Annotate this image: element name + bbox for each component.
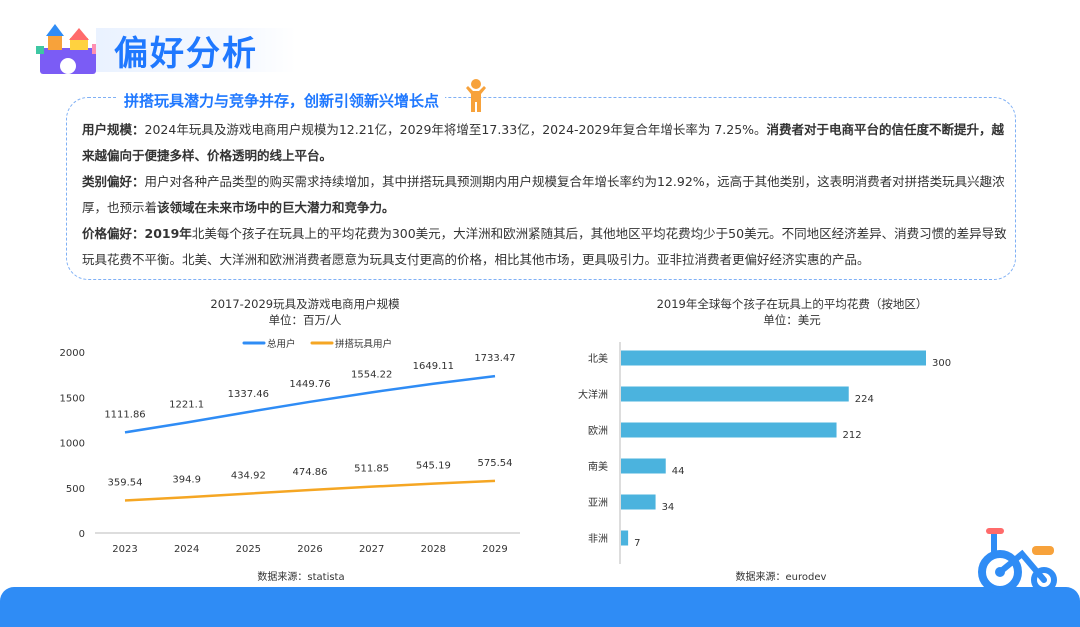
paragraph-label: 用户规模： xyxy=(82,122,145,137)
data-label: 1733.47 xyxy=(474,353,515,364)
tricycle-icon xyxy=(976,524,1060,596)
x-tick-label: 2027 xyxy=(359,544,384,555)
bottom-bar xyxy=(0,587,1080,627)
category-label: 非洲 xyxy=(588,533,608,545)
bar xyxy=(621,351,926,366)
bar-value-label: 34 xyxy=(662,502,675,513)
chart-subtitle: 单位：百万/人 xyxy=(269,313,342,327)
data-label: 1221.1 xyxy=(169,399,204,410)
x-tick-label: 2029 xyxy=(482,544,507,555)
chart-source: 数据来源：statista xyxy=(257,570,344,583)
x-tick-label: 2024 xyxy=(174,544,199,555)
data-label: 575.54 xyxy=(478,458,513,469)
x-tick-label: 2028 xyxy=(421,544,446,555)
category-label: 亚洲 xyxy=(588,497,608,509)
legend-label: 总用户 xyxy=(267,338,296,350)
bar xyxy=(621,387,849,402)
paragraph-user-scale: 用户规模：2024年玩具及游戏电商用户规模为12.21亿，2029年将增至17.… xyxy=(82,117,1008,169)
category-label: 大洋洲 xyxy=(578,388,608,401)
data-label: 434.92 xyxy=(231,471,266,482)
paragraph-label: 价格偏好： xyxy=(82,226,145,241)
paragraph-text: 2024年玩具及游戏电商用户规模为12.21亿，2029年将增至17.33亿，2… xyxy=(145,122,767,137)
y-tick-label: 500 xyxy=(66,484,85,495)
data-label: 474.86 xyxy=(293,467,328,478)
x-tick-label: 2023 xyxy=(112,544,137,555)
category-label: 北美 xyxy=(588,352,608,365)
data-label: 1554.22 xyxy=(351,369,392,380)
paragraph-label: 类别偏好： xyxy=(82,174,145,189)
x-tick-label: 2026 xyxy=(297,544,322,555)
data-label: 1649.11 xyxy=(413,361,454,372)
bar xyxy=(621,459,666,474)
data-label: 545.19 xyxy=(416,461,451,472)
y-tick-label: 1500 xyxy=(60,393,85,404)
bar xyxy=(621,423,837,438)
data-label: 394.9 xyxy=(172,474,201,485)
y-tick-label: 0 xyxy=(79,529,85,540)
paragraph-highlight: 2019年 xyxy=(145,226,192,241)
castle-logo-icon xyxy=(36,24,100,76)
summary-heading: 拼搭玩具潜力与竞争并存，创新引领新兴增长点 xyxy=(118,90,445,111)
bar-value-label: 212 xyxy=(843,430,862,441)
data-label: 1337.46 xyxy=(228,389,269,400)
paragraph-text: 北美每个孩子在玩具上的平均花费为300美元，大洋洲和欧洲紧随其后，其他地区平均花… xyxy=(82,226,1007,267)
x-tick-label: 2025 xyxy=(236,544,261,555)
bar-value-label: 7 xyxy=(634,538,640,549)
chart-source: 数据来源：eurodev xyxy=(736,570,827,583)
chart-title: 2017-2029玩具及游戏电商用户规模 xyxy=(210,297,400,311)
paragraph-price-preference: 价格偏好：2019年北美每个孩子在玩具上的平均花费为300美元，大洋洲和欧洲紧随… xyxy=(82,221,1008,273)
data-label: 359.54 xyxy=(108,477,143,488)
chart-title: 2019年全球每个孩子在玩具上的平均花费（按地区） xyxy=(657,297,928,311)
page-title: 偏好分析 xyxy=(114,26,258,75)
chart-subtitle: 单位：美元 xyxy=(763,313,821,327)
category-label: 欧洲 xyxy=(588,425,608,437)
y-tick-label: 1000 xyxy=(60,439,85,450)
data-label: 1449.76 xyxy=(289,379,330,390)
paragraph-category-preference: 类别偏好：用户对各种产品类型的购买需求持续增加，其中拼搭玩具预测期内用户规模复合… xyxy=(82,169,1008,221)
paragraph-highlight: 该领域在未来市场中的巨大潜力和竞争力。 xyxy=(157,200,395,215)
bar-value-label: 300 xyxy=(932,358,951,369)
y-tick-label: 2000 xyxy=(60,348,85,359)
bar-value-label: 224 xyxy=(855,394,874,405)
bar xyxy=(621,495,656,510)
data-label: 511.85 xyxy=(354,464,389,475)
legend-label: 拼搭玩具用户 xyxy=(335,338,392,350)
category-label: 南美 xyxy=(588,460,608,473)
data-label: 1111.86 xyxy=(104,409,145,420)
bar-value-label: 44 xyxy=(672,466,685,477)
person-icon xyxy=(462,78,490,114)
bar xyxy=(621,531,628,546)
